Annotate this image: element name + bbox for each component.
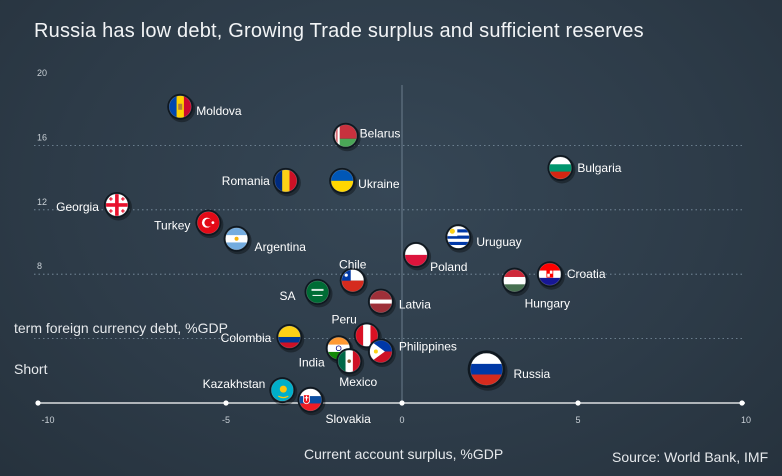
data-points: Moldova Belarus Bulgaria Romania Ukraine Geor… [56,93,622,426]
point-georgia: Georgia [56,191,132,221]
flag-poland-icon [405,243,428,266]
flag-kazakhstan-icon [271,379,294,402]
flag-bulgaria-icon [549,156,572,179]
x-tick-dot [575,400,581,406]
flag-peru-icon [355,324,378,347]
point-sa: SA [280,278,333,308]
flag-slovakia-icon [299,388,322,411]
point-label: Ukraine [358,177,400,191]
point-argentina: Argentina [223,225,307,255]
point-ukraine: Ukraine [329,167,400,197]
flag-ukraine-icon [331,169,354,192]
point-label: Colombia [221,331,272,345]
point-label: Slovakia [325,412,371,426]
point-label: Poland [430,260,467,274]
x-tick-label: -5 [222,415,230,425]
point-label: Kazakhstan [203,377,266,391]
chart-title: Russia has low debt, Growing Trade surpl… [34,20,644,42]
flag-hungary-icon [503,269,526,292]
y-tick-label: 16 [37,132,47,142]
point-philippines: Philippines [367,338,457,367]
flag-russia-icon [470,353,503,386]
point-mexico: Mexico [336,348,378,389]
flag-latvia-icon [369,290,392,313]
point-label: Georgia [56,200,99,214]
point-label: Philippines [399,339,457,353]
point-label: Uruguay [476,235,521,249]
point-belarus: Belarus [332,122,401,152]
flag-mexico-icon [338,350,361,373]
point-label: Argentina [255,240,307,254]
flag-croatia-icon [538,263,561,286]
point-latvia: Latvia [367,288,431,318]
flag-philippines-icon [369,340,392,363]
flag-belarus-icon [334,124,357,147]
x-tick-dot [739,400,745,406]
point-label: Chile [339,258,367,272]
point-label: Latvia [399,298,431,312]
grid-lines [34,85,745,403]
flag-sa-icon [306,280,329,303]
point-label: Moldova [196,104,242,118]
point-moldova: Moldova [167,93,242,123]
point-label: Russia [513,367,550,381]
flag-moldova-icon [169,95,192,118]
point-label: Romania [222,174,270,188]
point-colombia: Colombia [221,323,305,353]
point-chile: Chile [339,258,368,297]
x-tick-label: -10 [41,415,54,425]
point-turkey: Turkey [154,209,224,239]
x-tick-dot [35,400,41,406]
flag-turkey-icon [197,211,220,234]
y-tick-label: 8 [37,261,42,271]
point-label: Belarus [360,127,401,141]
point-croatia: Croatia [536,261,606,290]
x-tick-dot [223,400,229,406]
point-label: Mexico [339,375,377,389]
point-romania: Romania [222,167,301,197]
point-label: Hungary [525,297,570,311]
x-tick-label: 5 [575,415,580,425]
x-axis-label: Current account surplus, %GDP [304,446,504,462]
flag-argentina-icon [225,227,248,250]
y-tick-label: 20 [37,68,47,78]
point-label: Bulgaria [577,161,621,175]
point-label: Croatia [567,267,606,281]
source-note: Source: World Bank, IMF [612,449,769,465]
point-label: Peru [331,312,356,326]
flag-georgia-icon [105,193,128,216]
point-slovakia: Slovakia [297,386,371,426]
point-kazakhstan: Kazakhstan [203,377,298,406]
point-label: India [299,355,325,369]
x-tick-dot [399,400,405,406]
flag-colombia-icon [278,325,301,348]
flag-uruguay-icon [447,226,470,249]
point-uruguay: Uruguay [445,224,522,253]
point-hungary: Hungary [501,267,570,311]
point-label: Turkey [154,219,190,233]
point-russia: Russia [467,350,550,391]
flag-romania-icon [274,169,297,192]
axes: 20 16 12 8 -10 -5 0 5 10 [35,68,751,425]
y-axis-label: term foreign currency debt, %GDP [14,320,228,336]
point-poland: Poland [403,241,467,274]
x-tick-label: 10 [741,415,751,425]
y-axis-label-short: Short [14,361,48,377]
x-tick-label: 0 [399,415,404,425]
flag-chile-icon [341,269,364,292]
y-tick-label: 12 [37,197,47,207]
point-bulgaria: Bulgaria [547,154,622,184]
point-label: SA [280,289,296,303]
